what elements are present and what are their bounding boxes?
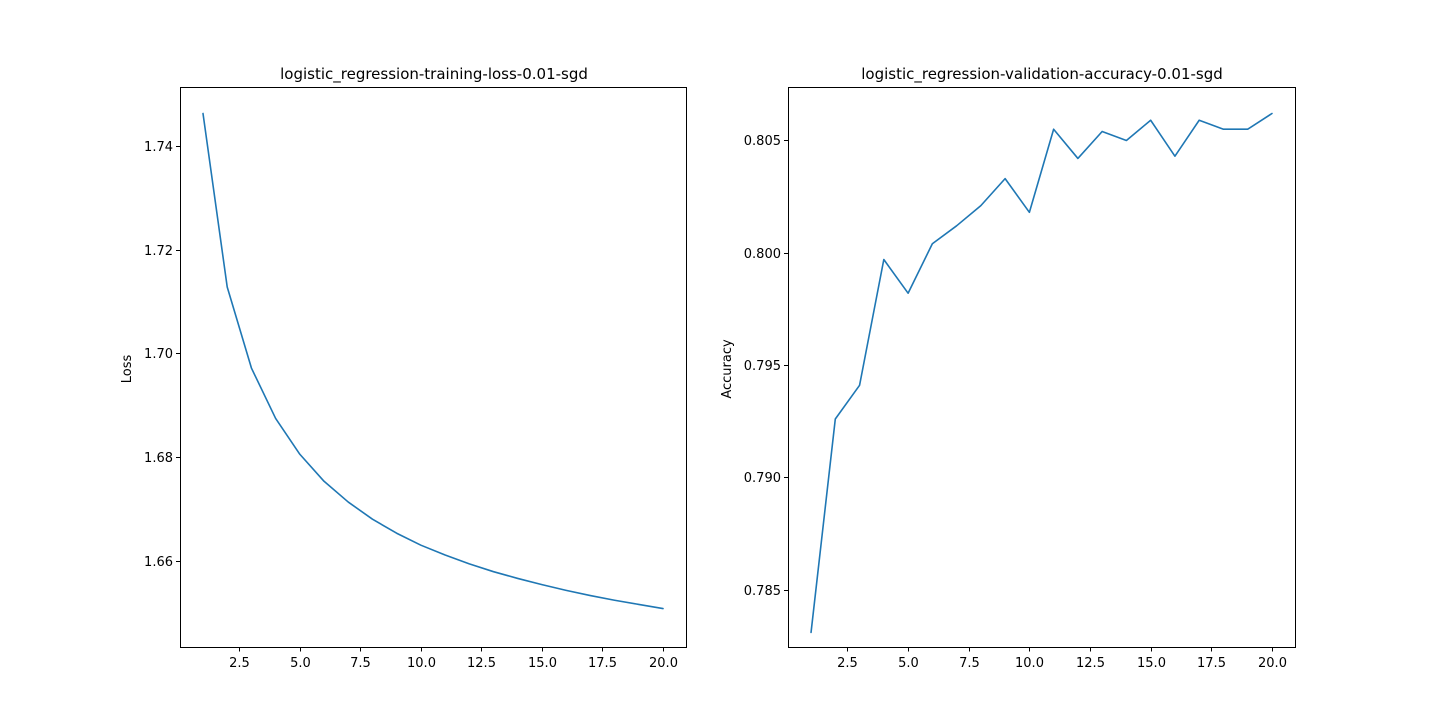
series-line: [810, 112, 1273, 634]
series-line: [202, 112, 664, 610]
x-tick-label: 15.0: [528, 656, 557, 671]
x-tick-label: 10.0: [1015, 656, 1044, 671]
x-tick-label: 12.5: [467, 656, 496, 671]
y-tick-label: 0.785: [744, 584, 781, 599]
x-tick-label: 17.5: [588, 656, 617, 671]
plot-area: [810, 112, 1273, 634]
x-tick-label: 7.5: [350, 656, 371, 671]
x-tick-label: 15.0: [1137, 656, 1166, 671]
y-tick-label: 1.72: [144, 244, 173, 259]
y-tick-label: 0.790: [744, 471, 781, 486]
x-tick-label: 7.5: [959, 656, 980, 671]
x-tick-label: 20.0: [649, 656, 678, 671]
x-tick-label: 12.5: [1076, 656, 1105, 671]
x-tick-label: 5.0: [290, 656, 311, 671]
x-tick-label: 2.5: [229, 656, 250, 671]
x-tick-label: 17.5: [1197, 656, 1226, 671]
plot-area: [202, 112, 664, 610]
chart-title: logistic_regression-training-loss-0.01-s…: [280, 65, 588, 84]
y-tick-label: 1.74: [144, 140, 173, 155]
y-axis-label: Loss: [120, 355, 135, 384]
y-tick-label: 1.68: [144, 451, 173, 466]
y-tick-label: 1.66: [144, 555, 173, 570]
y-tick-label: 0.805: [744, 134, 781, 149]
chart-panel-validation-accuracy: logistic_regression-validation-accuracy-…: [720, 65, 1296, 671]
axes-frame: [788, 87, 1296, 648]
axes-frame: [180, 87, 687, 648]
x-tick-label: 10.0: [407, 656, 436, 671]
y-tick-label: 0.795: [744, 359, 781, 374]
x-tick-label: 2.5: [837, 656, 858, 671]
x-tick-label: 5.0: [898, 656, 919, 671]
chart-panel-training-loss: logistic_regression-training-loss-0.01-s…: [120, 65, 687, 671]
y-tick-label: 1.70: [144, 347, 173, 362]
x-tick-label: 20.0: [1258, 656, 1287, 671]
y-axis-label: Accuracy: [720, 339, 735, 399]
y-tick-label: 0.800: [744, 247, 781, 262]
chart-title: logistic_regression-validation-accuracy-…: [861, 65, 1223, 84]
